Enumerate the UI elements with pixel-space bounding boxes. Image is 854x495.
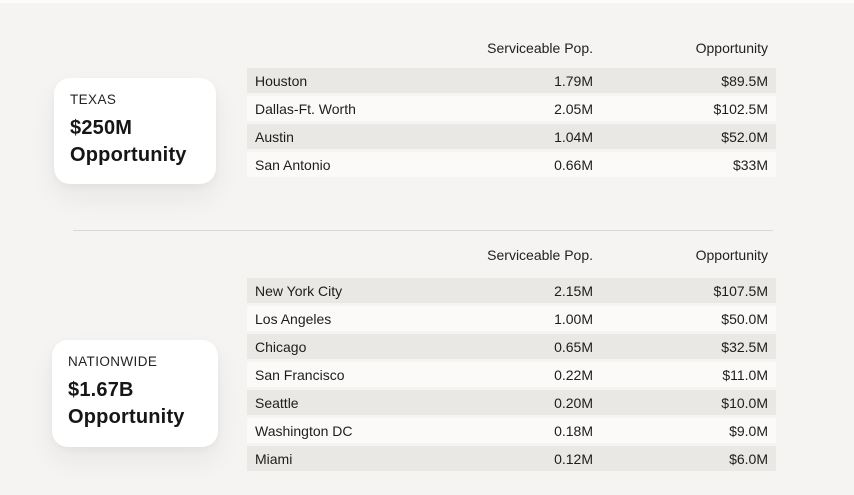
serviceable-pop-cell: 1.04M: [554, 128, 593, 145]
serviceable-pop-cell: 2.15M: [554, 282, 593, 299]
city-cell: Chicago: [255, 338, 307, 355]
city-cell: Washington DC: [255, 422, 353, 439]
nationwide-table-header-row: Serviceable Pop. Opportunity: [247, 247, 776, 264]
serviceable-pop-cell: 0.65M: [554, 338, 593, 355]
serviceable-pop-cell: 1.00M: [554, 310, 593, 327]
city-cell: New York City: [255, 282, 343, 299]
nationwide-region-label: NATIONWIDE: [68, 354, 158, 369]
table-row: Seattle 0.20M $10.0M: [247, 390, 776, 415]
table-row: Austin 1.04M $52.0M: [247, 124, 776, 149]
serviceable-pop-cell: 2.05M: [554, 100, 593, 117]
table-row: San Francisco 0.22M $11.0M: [247, 362, 776, 387]
opportunity-cell: $89.5M: [721, 72, 768, 89]
opportunity-cell: $50.0M: [721, 310, 768, 327]
opportunity-cell: $32.5M: [721, 338, 768, 355]
city-cell: Houston: [255, 72, 308, 89]
table-row: Houston 1.79M $89.5M: [247, 68, 776, 93]
serviceable-pop-cell: 0.12M: [554, 450, 593, 467]
opportunity-cell: $33M: [732, 156, 768, 173]
table-row: New York City 2.15M $107.5M: [247, 278, 776, 303]
top-edge-highlight: [0, 0, 854, 3]
city-cell: Miami: [255, 450, 293, 467]
texas-header-opportunity: Opportunity: [695, 40, 768, 56]
serviceable-pop-cell: 0.18M: [554, 422, 593, 439]
opportunity-cell: $107.5M: [713, 282, 768, 299]
table-row: Washington DC 0.18M $9.0M: [247, 418, 776, 443]
table-row: Los Angeles 1.00M $50.0M: [247, 306, 776, 331]
city-cell: San Francisco: [255, 366, 345, 383]
city-cell: Austin: [255, 128, 294, 145]
nationwide-header-serviceable-pop: Serviceable Pop.: [487, 247, 593, 263]
table-row: San Antonio 0.66M $33M: [247, 152, 776, 177]
city-cell: Dallas-Ft. Worth: [255, 100, 356, 117]
serviceable-pop-cell: 1.79M: [554, 72, 593, 89]
opportunity-cell: $10.0M: [721, 394, 768, 411]
serviceable-pop-cell: 0.20M: [554, 394, 593, 411]
city-cell: Los Angeles: [255, 310, 332, 327]
opportunity-cell: $6.0M: [729, 450, 768, 467]
texas-header-serviceable-pop: Serviceable Pop.: [487, 40, 593, 56]
serviceable-pop-cell: 0.66M: [554, 156, 593, 173]
opportunity-cell: $11.0M: [722, 366, 768, 383]
texas-table-header-row: Serviceable Pop. Opportunity: [247, 40, 776, 57]
texas-opportunity-amount: $250M: [70, 117, 133, 139]
table-row: Dallas-Ft. Worth 2.05M $102.5M: [247, 96, 776, 121]
texas-region-label: TEXAS: [70, 92, 117, 107]
opportunity-cell: $102.5M: [713, 100, 768, 117]
table-row: Chicago 0.65M $32.5M: [247, 334, 776, 359]
table-row: Miami 0.12M $6.0M: [247, 446, 776, 471]
nationwide-metro-table: Serviceable Pop. Opportunity New York Ci…: [247, 247, 776, 474]
nationwide-opportunity-word: Opportunity: [68, 406, 185, 428]
opportunity-cell: $52.0M: [721, 128, 768, 145]
texas-summary-card: TEXAS $250M Opportunity: [54, 78, 216, 184]
texas-opportunity-word: Opportunity: [70, 144, 187, 166]
city-cell: San Antonio: [255, 156, 331, 173]
serviceable-pop-cell: 0.22M: [554, 366, 593, 383]
nationwide-opportunity-amount: $1.67B: [68, 379, 134, 401]
texas-metro-table: Serviceable Pop. Opportunity Houston 1.7…: [247, 40, 776, 180]
opportunity-cell: $9.0M: [729, 422, 768, 439]
city-cell: Seattle: [255, 394, 299, 411]
section-divider: [73, 230, 773, 231]
nationwide-header-opportunity: Opportunity: [695, 247, 768, 263]
nationwide-summary-card: NATIONWIDE $1.67B Opportunity: [52, 340, 218, 447]
